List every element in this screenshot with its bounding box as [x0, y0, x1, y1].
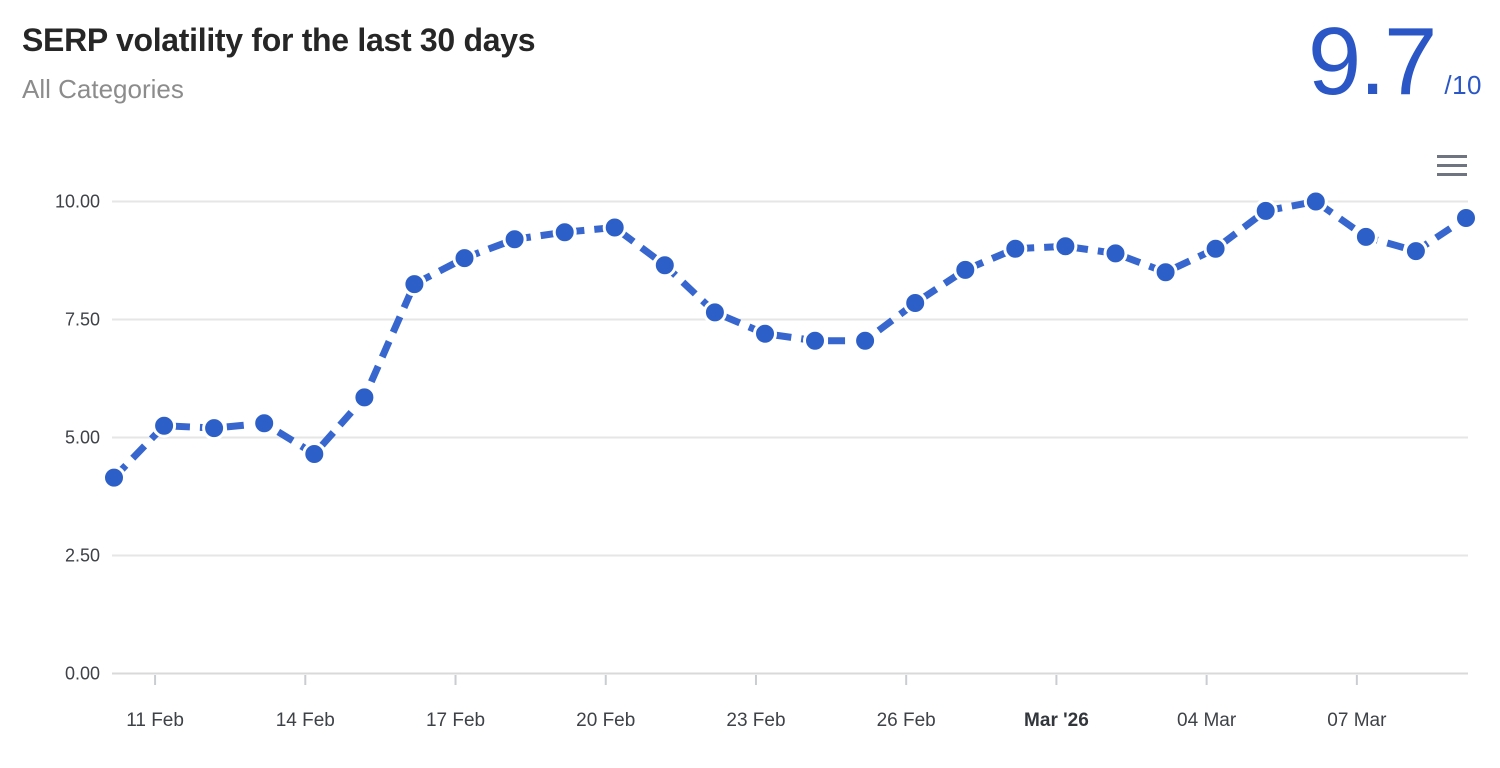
y-axis-label: 10.00 [55, 192, 100, 212]
volatility-score: 9.7 /10 [1307, 8, 1482, 115]
data-point-11-feb[interactable] [152, 413, 177, 438]
data-point-25-feb[interactable] [853, 328, 878, 353]
data-point-18-feb[interactable] [502, 227, 527, 252]
data-point-20-feb[interactable] [602, 215, 627, 240]
data-point-markers [102, 189, 1478, 490]
data-point-09-mar[interactable] [1454, 206, 1478, 230]
chart-context-menu-button[interactable] [1430, 147, 1474, 183]
data-point-06-mar[interactable] [1303, 189, 1328, 214]
hamburger-bar [1437, 172, 1467, 176]
data-point-13-feb[interactable] [252, 411, 277, 436]
y-axis-label: 5.00 [65, 428, 100, 448]
x-axis-label: 17 Feb [426, 710, 485, 731]
y-axis-label: 0.00 [65, 664, 100, 684]
data-point-27-feb[interactable] [953, 257, 978, 282]
data-point-02-mar[interactable] [1103, 241, 1128, 266]
data-point-17-feb[interactable] [452, 246, 477, 271]
x-axis-label: 07 Mar [1327, 710, 1387, 731]
data-point-10-feb[interactable] [102, 465, 126, 490]
data-point-05-mar[interactable] [1253, 198, 1278, 223]
data-point-12-feb[interactable] [202, 416, 227, 441]
data-point-26-feb[interactable] [903, 291, 928, 315]
data-point-24-feb[interactable] [803, 328, 827, 353]
chart-title: SERP volatility for the last 30 days [22, 22, 536, 58]
x-axis-labels: 11 Feb 14 Feb 17 Feb 20 Feb 23 Feb 26 Feb Mar … [126, 710, 1387, 731]
data-point-21-feb[interactable] [652, 253, 677, 278]
x-axis-label: 23 Feb [726, 710, 785, 731]
hamburger-bar [1437, 163, 1467, 167]
x-axis [154, 675, 1358, 685]
data-point-15-feb[interactable] [352, 385, 377, 410]
data-point-08-mar[interactable] [1403, 239, 1428, 264]
x-axis-label: 14 Feb [276, 710, 335, 731]
volatility-score-value: 9.7 [1307, 8, 1437, 115]
y-axis-labels: 0.00 2.50 5.00 7.50 10.00 [55, 192, 100, 684]
x-axis-label: 26 Feb [877, 710, 936, 731]
data-point-19-feb[interactable] [552, 220, 577, 245]
data-point-28-feb[interactable] [1003, 236, 1028, 261]
data-point-14-feb[interactable] [302, 442, 327, 466]
series-line [111, 198, 1468, 481]
x-axis-label: 20 Feb [576, 710, 635, 731]
x-axis-label: 11 Feb [126, 710, 184, 731]
data-point-16-feb[interactable] [402, 272, 427, 297]
x-axis-label: Mar '26 [1024, 710, 1089, 731]
data-point-03-mar[interactable] [1153, 260, 1178, 285]
data-point-22-feb[interactable] [702, 300, 727, 325]
data-point-01-mar[interactable] [1053, 234, 1078, 259]
x-axis-label: 04 Mar [1177, 710, 1237, 731]
chart-subtitle: All Categories [22, 74, 184, 104]
volatility-series [111, 198, 1468, 481]
data-point-07-mar[interactable] [1353, 224, 1378, 249]
y-axis-label: 7.50 [65, 310, 100, 330]
y-axis-label: 2.50 [65, 546, 100, 566]
hamburger-bar [1437, 154, 1467, 158]
data-point-04-mar[interactable] [1203, 236, 1228, 261]
volatility-score-denominator: /10 [1444, 70, 1482, 101]
data-point-23-feb[interactable] [753, 321, 777, 346]
y-gridlines [112, 200, 1468, 675]
